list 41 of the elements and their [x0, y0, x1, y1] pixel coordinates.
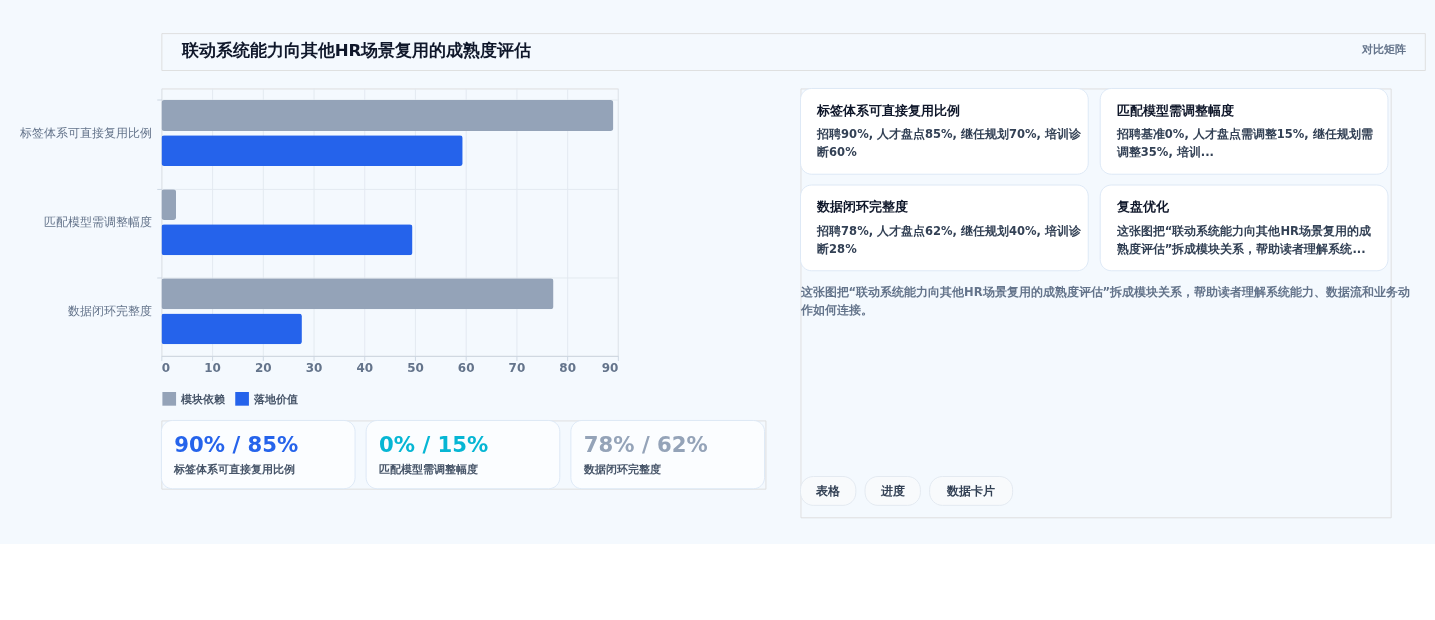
bar [161, 135, 463, 167]
y-tick-label: 匹配模型需调整幅度 [43, 214, 152, 229]
text: 联动系统能力向其他HR场景复用的成熟度评估 [180, 41, 532, 61]
bar [161, 100, 614, 131]
text: 90% / 85% [174, 431, 299, 457]
x-tick-label: 80 [559, 361, 576, 376]
bar [161, 313, 302, 345]
legend-label: 模块依赖 [179, 392, 225, 406]
x-tick-label: 40 [356, 361, 374, 376]
x-tick-label: 90 [601, 361, 619, 376]
text: 匹配模型需调整幅度 [1116, 102, 1234, 118]
x-tick-label: 20 [254, 361, 272, 376]
text: 招聘78%, 人才盘点62%, 继任规划40%, 培训诊断28% [816, 223, 1082, 256]
text: 招聘90%, 人才盘点85%, 继任规划70%, 培训诊断60% [816, 127, 1082, 160]
text: 数据闭环完整度 [816, 199, 909, 215]
text: 数据卡片 [946, 483, 996, 498]
text: 这张图把“联动系统能力向其他HR场景复用的成熟度评估”拆成模块关系，帮助读者理解系统能力、数据流和业务动作如何连接。 [799, 285, 1411, 318]
text: 标签体系可直接复用比例 [173, 463, 296, 477]
text: 78% / 62% [583, 431, 708, 457]
y-tick-label: 标签体系可直接复用比例 [18, 125, 152, 140]
x-tick-label: 50 [407, 361, 424, 376]
bar [161, 224, 413, 256]
y-tick-label: 数据闭环完整度 [67, 304, 152, 319]
text: 标签体系可直接复用比例 [816, 102, 961, 118]
bar [161, 189, 177, 221]
legend-label: 落地价值 [252, 392, 298, 406]
text: 进度 [879, 483, 905, 498]
text: 匹配模型需调整幅度 [379, 463, 479, 477]
text: 招聘基准0%, 人才盘点需调整15%, 继任规划需调整35%, 培训... [1115, 127, 1373, 160]
text: 表格 [815, 483, 842, 498]
x-tick-label: 10 [204, 361, 221, 376]
text: 这张图把“联动系统能力向其他HR场景复用的成熟度评估”拆成模块关系，帮助读者理解系统... [1115, 223, 1371, 256]
text: 复盘优化 [1115, 199, 1170, 215]
text: 0% / 15% [379, 431, 489, 457]
text: 对比矩阵 [1361, 43, 1407, 57]
x-tick-label: 0 [161, 361, 171, 376]
x-tick-label: 30 [305, 361, 323, 376]
x-tick-label: 60 [457, 361, 475, 376]
text: 数据闭环完整度 [582, 463, 661, 477]
x-tick-label: 70 [508, 361, 526, 376]
bar [161, 278, 554, 310]
